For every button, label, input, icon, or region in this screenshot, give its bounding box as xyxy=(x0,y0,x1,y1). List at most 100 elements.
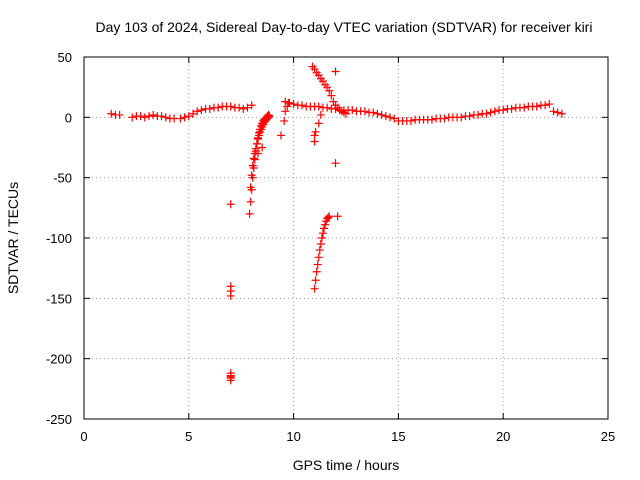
y-tick-label: 0 xyxy=(65,110,72,125)
data-point xyxy=(161,113,170,122)
data-point xyxy=(226,291,235,300)
x-tick-label: 10 xyxy=(286,429,300,444)
y-tick-label: -150 xyxy=(46,291,72,306)
data-point xyxy=(226,102,235,111)
data-point xyxy=(369,108,378,117)
data-points xyxy=(107,62,566,385)
y-tick-label: 50 xyxy=(58,50,72,65)
y-axis-label: SDTVAR / TECUs xyxy=(5,182,21,294)
data-point xyxy=(180,113,189,122)
x-tick-label: 25 xyxy=(601,429,615,444)
data-point xyxy=(482,109,491,118)
data-point xyxy=(281,107,290,116)
data-point xyxy=(532,102,541,111)
data-point xyxy=(310,284,319,293)
data-point xyxy=(277,131,286,140)
data-point xyxy=(149,110,158,119)
data-point xyxy=(327,91,336,100)
data-point xyxy=(176,114,185,123)
data-point xyxy=(243,103,252,112)
data-point xyxy=(507,104,516,113)
data-point xyxy=(247,101,256,110)
data-point xyxy=(193,107,202,116)
data-point xyxy=(373,109,382,118)
y-tick-label: -100 xyxy=(46,231,72,246)
data-point xyxy=(314,253,323,262)
data-point xyxy=(184,112,193,121)
data-point xyxy=(319,224,328,233)
data-point xyxy=(248,161,257,170)
data-point xyxy=(377,110,386,119)
data-point xyxy=(251,144,260,153)
data-point xyxy=(264,113,273,122)
data-point xyxy=(144,112,153,121)
data-point xyxy=(557,109,566,118)
data-point xyxy=(325,212,334,221)
data-point xyxy=(313,260,322,269)
data-point xyxy=(280,116,289,125)
data-point xyxy=(520,103,529,112)
data-point xyxy=(226,373,235,382)
data-point xyxy=(541,101,550,110)
x-tick-label: 5 xyxy=(185,429,192,444)
data-point xyxy=(205,104,214,113)
data-point xyxy=(490,107,499,116)
data-point xyxy=(440,114,449,123)
data-point xyxy=(226,200,235,209)
data-point xyxy=(128,113,137,122)
data-point xyxy=(246,183,255,192)
x-tick-label: 0 xyxy=(80,429,87,444)
y-tick-label: -50 xyxy=(53,171,72,186)
data-point xyxy=(553,108,562,117)
data-point xyxy=(115,110,124,119)
x-tick-label: 15 xyxy=(391,429,405,444)
data-point xyxy=(549,107,558,116)
data-point xyxy=(246,197,255,206)
data-point xyxy=(258,143,267,152)
data-point xyxy=(314,102,323,111)
data-point xyxy=(315,246,324,255)
data-point xyxy=(331,67,340,76)
plot-frame xyxy=(83,56,609,420)
data-point xyxy=(324,213,333,222)
data-point xyxy=(245,209,254,218)
data-point xyxy=(499,106,508,115)
data-point xyxy=(310,137,319,146)
data-point xyxy=(386,113,395,122)
data-point xyxy=(316,110,325,119)
data-point xyxy=(331,159,340,168)
data-point xyxy=(465,112,474,121)
data-point xyxy=(253,149,262,158)
data-point xyxy=(136,112,145,121)
data-point xyxy=(253,135,262,144)
grid-lines xyxy=(84,57,608,419)
data-point xyxy=(333,212,342,221)
data-point xyxy=(252,139,261,148)
data-point xyxy=(321,220,330,229)
data-point xyxy=(427,115,436,124)
data-point xyxy=(235,103,244,112)
data-point xyxy=(249,154,258,163)
data-point xyxy=(312,267,321,276)
data-point xyxy=(289,100,298,109)
data-point xyxy=(390,114,399,123)
data-point xyxy=(247,171,256,180)
data-point xyxy=(325,86,334,95)
data-point xyxy=(265,112,274,121)
data-point xyxy=(317,234,326,242)
data-point xyxy=(342,109,350,118)
data-point xyxy=(188,109,197,118)
data-point xyxy=(323,103,332,112)
data-point xyxy=(197,106,206,115)
data-point xyxy=(318,229,327,238)
data-point xyxy=(284,98,293,107)
y-tick-label: -250 xyxy=(46,412,72,427)
data-point xyxy=(255,131,264,140)
data-point xyxy=(329,97,338,106)
data-point xyxy=(381,112,390,121)
data-point xyxy=(239,104,248,113)
data-point xyxy=(406,116,415,125)
data-point xyxy=(474,110,483,119)
